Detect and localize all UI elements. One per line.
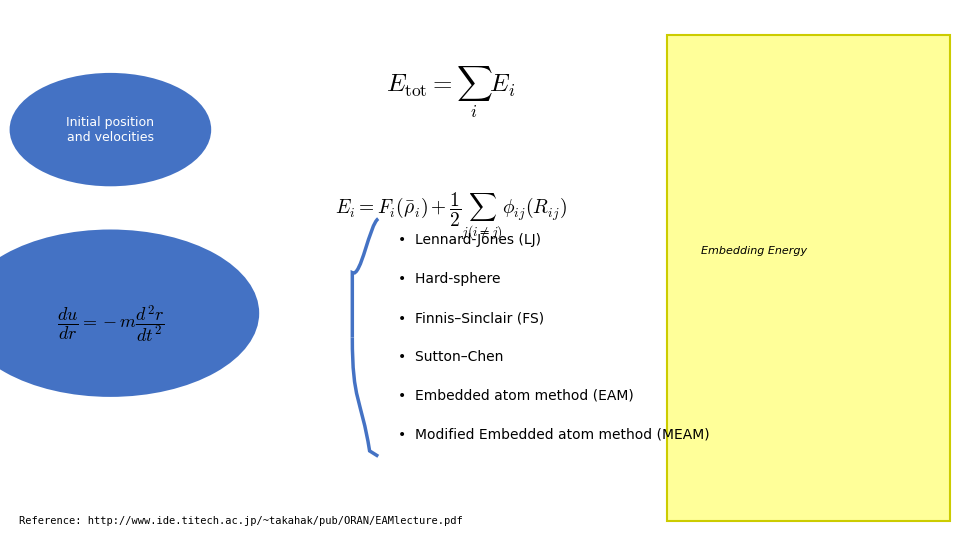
Text: •  Modified Embedded atom method (MEAM): • Modified Embedded atom method (MEAM) bbox=[398, 428, 710, 442]
FancyBboxPatch shape bbox=[667, 35, 950, 521]
Text: Initial position
and velocities: Initial position and velocities bbox=[66, 116, 155, 144]
Circle shape bbox=[10, 73, 211, 186]
Circle shape bbox=[0, 230, 259, 397]
Text: $\dfrac{du}{dr} = -m\dfrac{d^2r}{dt^2}$: $\dfrac{du}{dr} = -m\dfrac{d^2r}{dt^2}$ bbox=[57, 303, 164, 345]
Text: Reference: http://www.ide.titech.ac.jp/~takahak/pub/ORAN/EAMlecture.pdf: Reference: http://www.ide.titech.ac.jp/~… bbox=[19, 516, 463, 526]
Text: •  Lennard-Jones (LJ): • Lennard-Jones (LJ) bbox=[398, 233, 541, 247]
Text: Potential energy: Potential energy bbox=[64, 411, 156, 421]
Text: •  Embedded atom method (EAM): • Embedded atom method (EAM) bbox=[398, 389, 635, 403]
Text: $E_{\mathrm{tot}} = \sum_i E_i$: $E_{\mathrm{tot}} = \sum_i E_i$ bbox=[387, 64, 516, 119]
Text: •  Sutton–Chen: • Sutton–Chen bbox=[398, 350, 504, 364]
Text: •  Hard-sphere: • Hard-sphere bbox=[398, 272, 501, 286]
Text: •  Finnis–Sinclair (FS): • Finnis–Sinclair (FS) bbox=[398, 311, 544, 325]
Text: $E_i = F_i(\bar{\rho}_i) + \dfrac{1}{2}\sum_{j(i \neq j)} \phi_{ij}(R_{ij})$: $E_i = F_i(\bar{\rho}_i) + \dfrac{1}{2}\… bbox=[335, 191, 567, 241]
Text: Embedding Energy: Embedding Energy bbox=[701, 246, 806, 256]
